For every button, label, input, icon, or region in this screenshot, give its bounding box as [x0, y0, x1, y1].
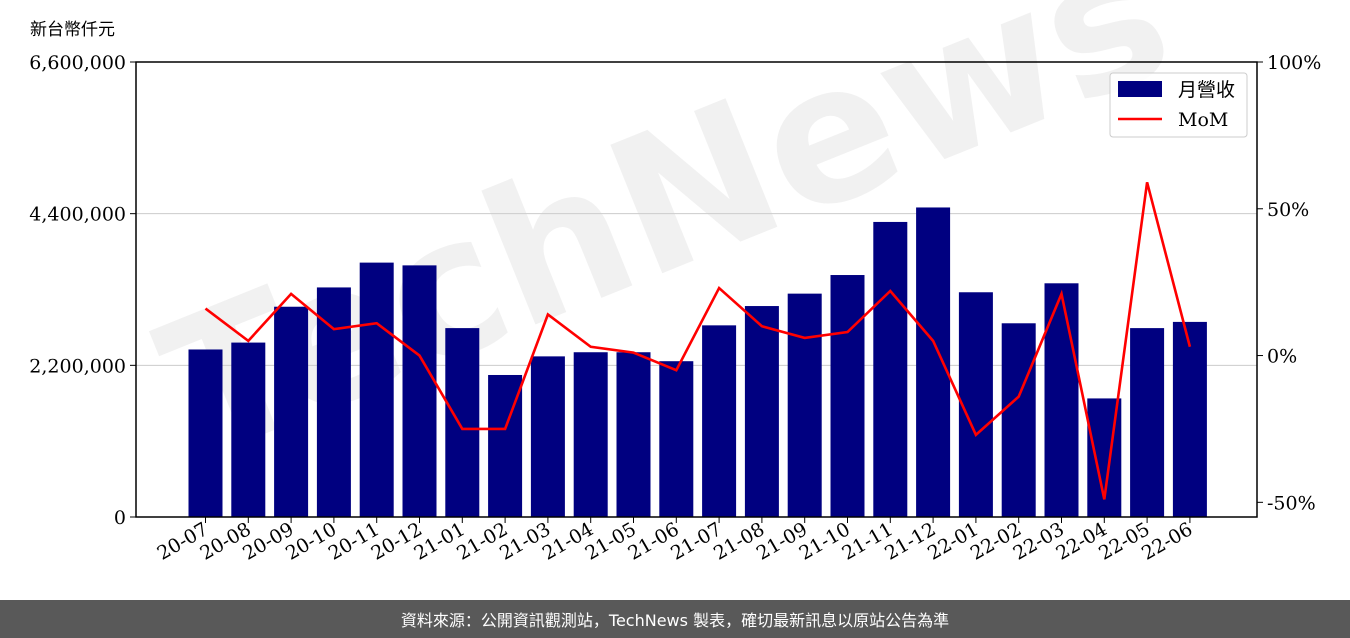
y-left-tick-label: 0 [114, 507, 126, 529]
legend-label-mom: MoM [1178, 109, 1228, 131]
revenue-bar [1130, 328, 1165, 517]
y-right-tick-label: 0% [1267, 346, 1297, 368]
revenue-bar [916, 207, 951, 517]
revenue-bar [231, 342, 266, 517]
revenue-bar [659, 361, 694, 517]
revenue-bar [1001, 323, 1036, 517]
revenue-bar [402, 265, 437, 517]
revenue-bar [873, 221, 908, 517]
source-footer: 資料來源：公開資訊觀測站，TechNews 製表，確切最新訊息以原站公告為準 [0, 600, 1350, 638]
y-left-tick-label: 4,400,000 [29, 204, 126, 226]
revenue-bar [530, 356, 565, 517]
plot-frame [135, 61, 1258, 518]
revenue-bar [1172, 321, 1207, 517]
revenue-bar [616, 352, 651, 517]
revenue-bar [188, 349, 223, 517]
revenue-bar [445, 328, 480, 517]
y-left-tick-label: 2,200,000 [29, 355, 126, 377]
revenue-bar [787, 293, 822, 517]
unit-label: 新台幣仟元 [30, 20, 115, 40]
revenue-bar [359, 262, 394, 517]
revenue-bar [702, 325, 737, 517]
revenue-bar [830, 275, 865, 517]
x-tick-label: 22-06 [1138, 518, 1196, 564]
revenue-bar [958, 292, 993, 517]
y-right-tick-label: 50% [1267, 199, 1309, 221]
y-right-tick-label: 100% [1267, 52, 1321, 74]
y-left-tick-label: 6,600,000 [29, 52, 126, 74]
revenue-bar [744, 306, 779, 517]
y-right-tick-label: -50% [1267, 492, 1316, 514]
revenue-bar [573, 352, 608, 517]
legend-label-revenue: 月營收 [1178, 79, 1235, 101]
revenue-bar [316, 287, 351, 517]
chart: TechNews 0 2,200,000 4,400,000 6,600,000 -50%… [29, 0, 1321, 565]
legend-swatch-revenue [1118, 81, 1162, 97]
revenue-bar [274, 306, 309, 517]
revenue-bar [1044, 283, 1079, 517]
mom-line [204, 182, 1192, 500]
chart-svg: TechNews02,200,0004,400,0006,600,000-50%… [29, 0, 1321, 565]
